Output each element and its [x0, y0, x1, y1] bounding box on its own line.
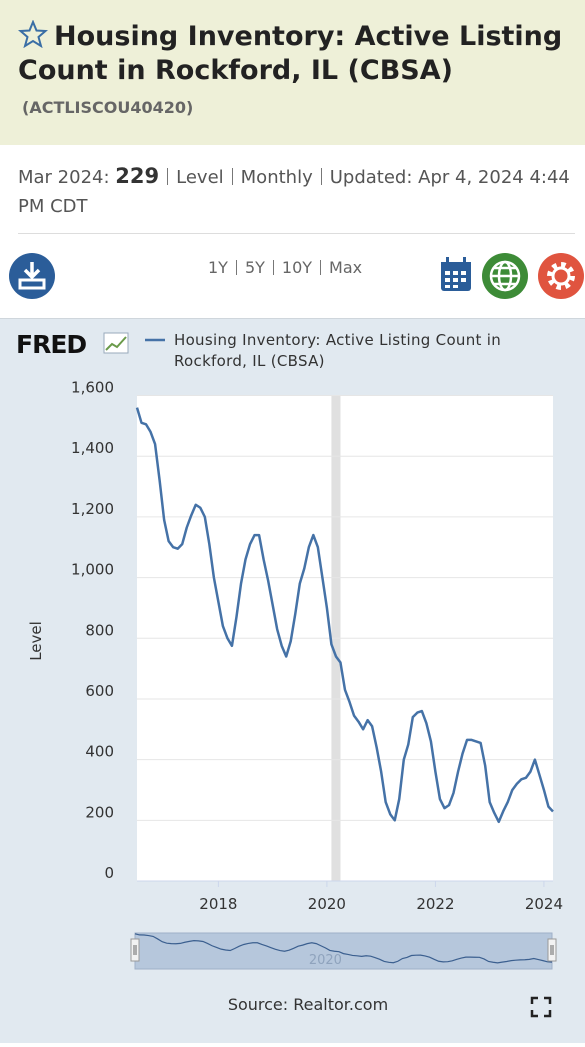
source: Source: Realtor.com [228, 995, 388, 1014]
chart-area: FRED 0 200 400 600 800 1,000 1,200 1,400 1,600 201… [0, 318, 585, 1043]
legend-label: Housing Inventory: Active Listing Count … [174, 331, 502, 370]
x-tick-label: 2018 [199, 895, 237, 913]
x-tick-label: 2022 [416, 895, 454, 913]
separator [320, 260, 322, 275]
y-tick-label: 0 [104, 864, 114, 882]
divider [18, 233, 575, 234]
series-line [135, 407, 554, 824]
frequency: Monthly [240, 167, 313, 188]
units: Level [176, 167, 224, 188]
title-block: Housing Inventory: Active Listing Count … [17, 19, 578, 125]
calendar-button[interactable] [441, 257, 471, 291]
favorite-star[interactable] [17, 19, 49, 49]
navigator-line [134, 933, 553, 964]
separator [231, 168, 233, 185]
separator [167, 168, 169, 185]
logo: FRED [16, 330, 86, 359]
y-tick-label: 1,000 [71, 561, 114, 579]
range-button[interactable]: 1Y [208, 258, 228, 277]
range-selector: 1Y 5Y 10Y Max [208, 258, 362, 277]
x-tick-label: 2024 [525, 895, 563, 913]
range-button[interactable]: 10Y [281, 258, 313, 277]
settings-button[interactable] [538, 253, 584, 299]
title: Housing Inventory: Active Listing Count … [18, 21, 563, 86]
range-button[interactable]: 5Y [244, 258, 265, 277]
updated-label: Updated: [329, 167, 413, 188]
series-id: (ACTLISCOU40420) [22, 98, 194, 117]
y-tick-label: 1,200 [71, 500, 114, 518]
separator [272, 260, 274, 275]
y-tick-label: 1,400 [71, 439, 114, 457]
separator [320, 168, 322, 185]
y-tick-label: 600 [85, 682, 114, 700]
navigator-label: 2020 [309, 953, 342, 968]
chart: FRED 0 200 400 600 800 1,000 1,200 1,400 1,600 201… [16, 330, 563, 1018]
y-tick-label: 400 [85, 743, 114, 761]
navigator-handle[interactable] [130, 938, 140, 962]
fullscreen-button[interactable] [530, 996, 552, 1018]
logo-icon-box [103, 332, 129, 354]
navigator-handle-box [547, 938, 557, 962]
logo-icon [103, 332, 129, 354]
updated: Apr 4, 2024 4:44 PM CDT [18, 167, 570, 217]
navigator-handle-grip [550, 945, 554, 955]
y-tick-label: 200 [85, 803, 114, 821]
x-tick-label: 2020 [308, 895, 346, 913]
navigator-handle[interactable] [547, 938, 557, 962]
obs-value: 229 [115, 164, 160, 188]
logo-icon-line [105, 336, 127, 351]
navigator-handle-box [130, 938, 140, 962]
download-button[interactable] [9, 253, 55, 299]
y-axis-label: Level [27, 621, 45, 661]
y-tick-label: 1,600 [71, 379, 114, 397]
range-button[interactable]: Max [329, 258, 363, 277]
header: Housing Inventory: Active Listing Count … [0, 0, 585, 145]
fullscreen-icon [530, 996, 552, 1018]
separator [235, 260, 237, 275]
map-button[interactable] [482, 253, 528, 299]
navigator-background [134, 932, 553, 970]
y-tick-label: 800 [85, 621, 114, 639]
toolbar-icons [9, 253, 584, 299]
obs-date: Mar 2024: [18, 167, 110, 188]
info-line: Mar 2024: 229 Level Monthly Updated: Apr 4,… [18, 162, 573, 221]
navigator-handle-grip [133, 945, 137, 955]
